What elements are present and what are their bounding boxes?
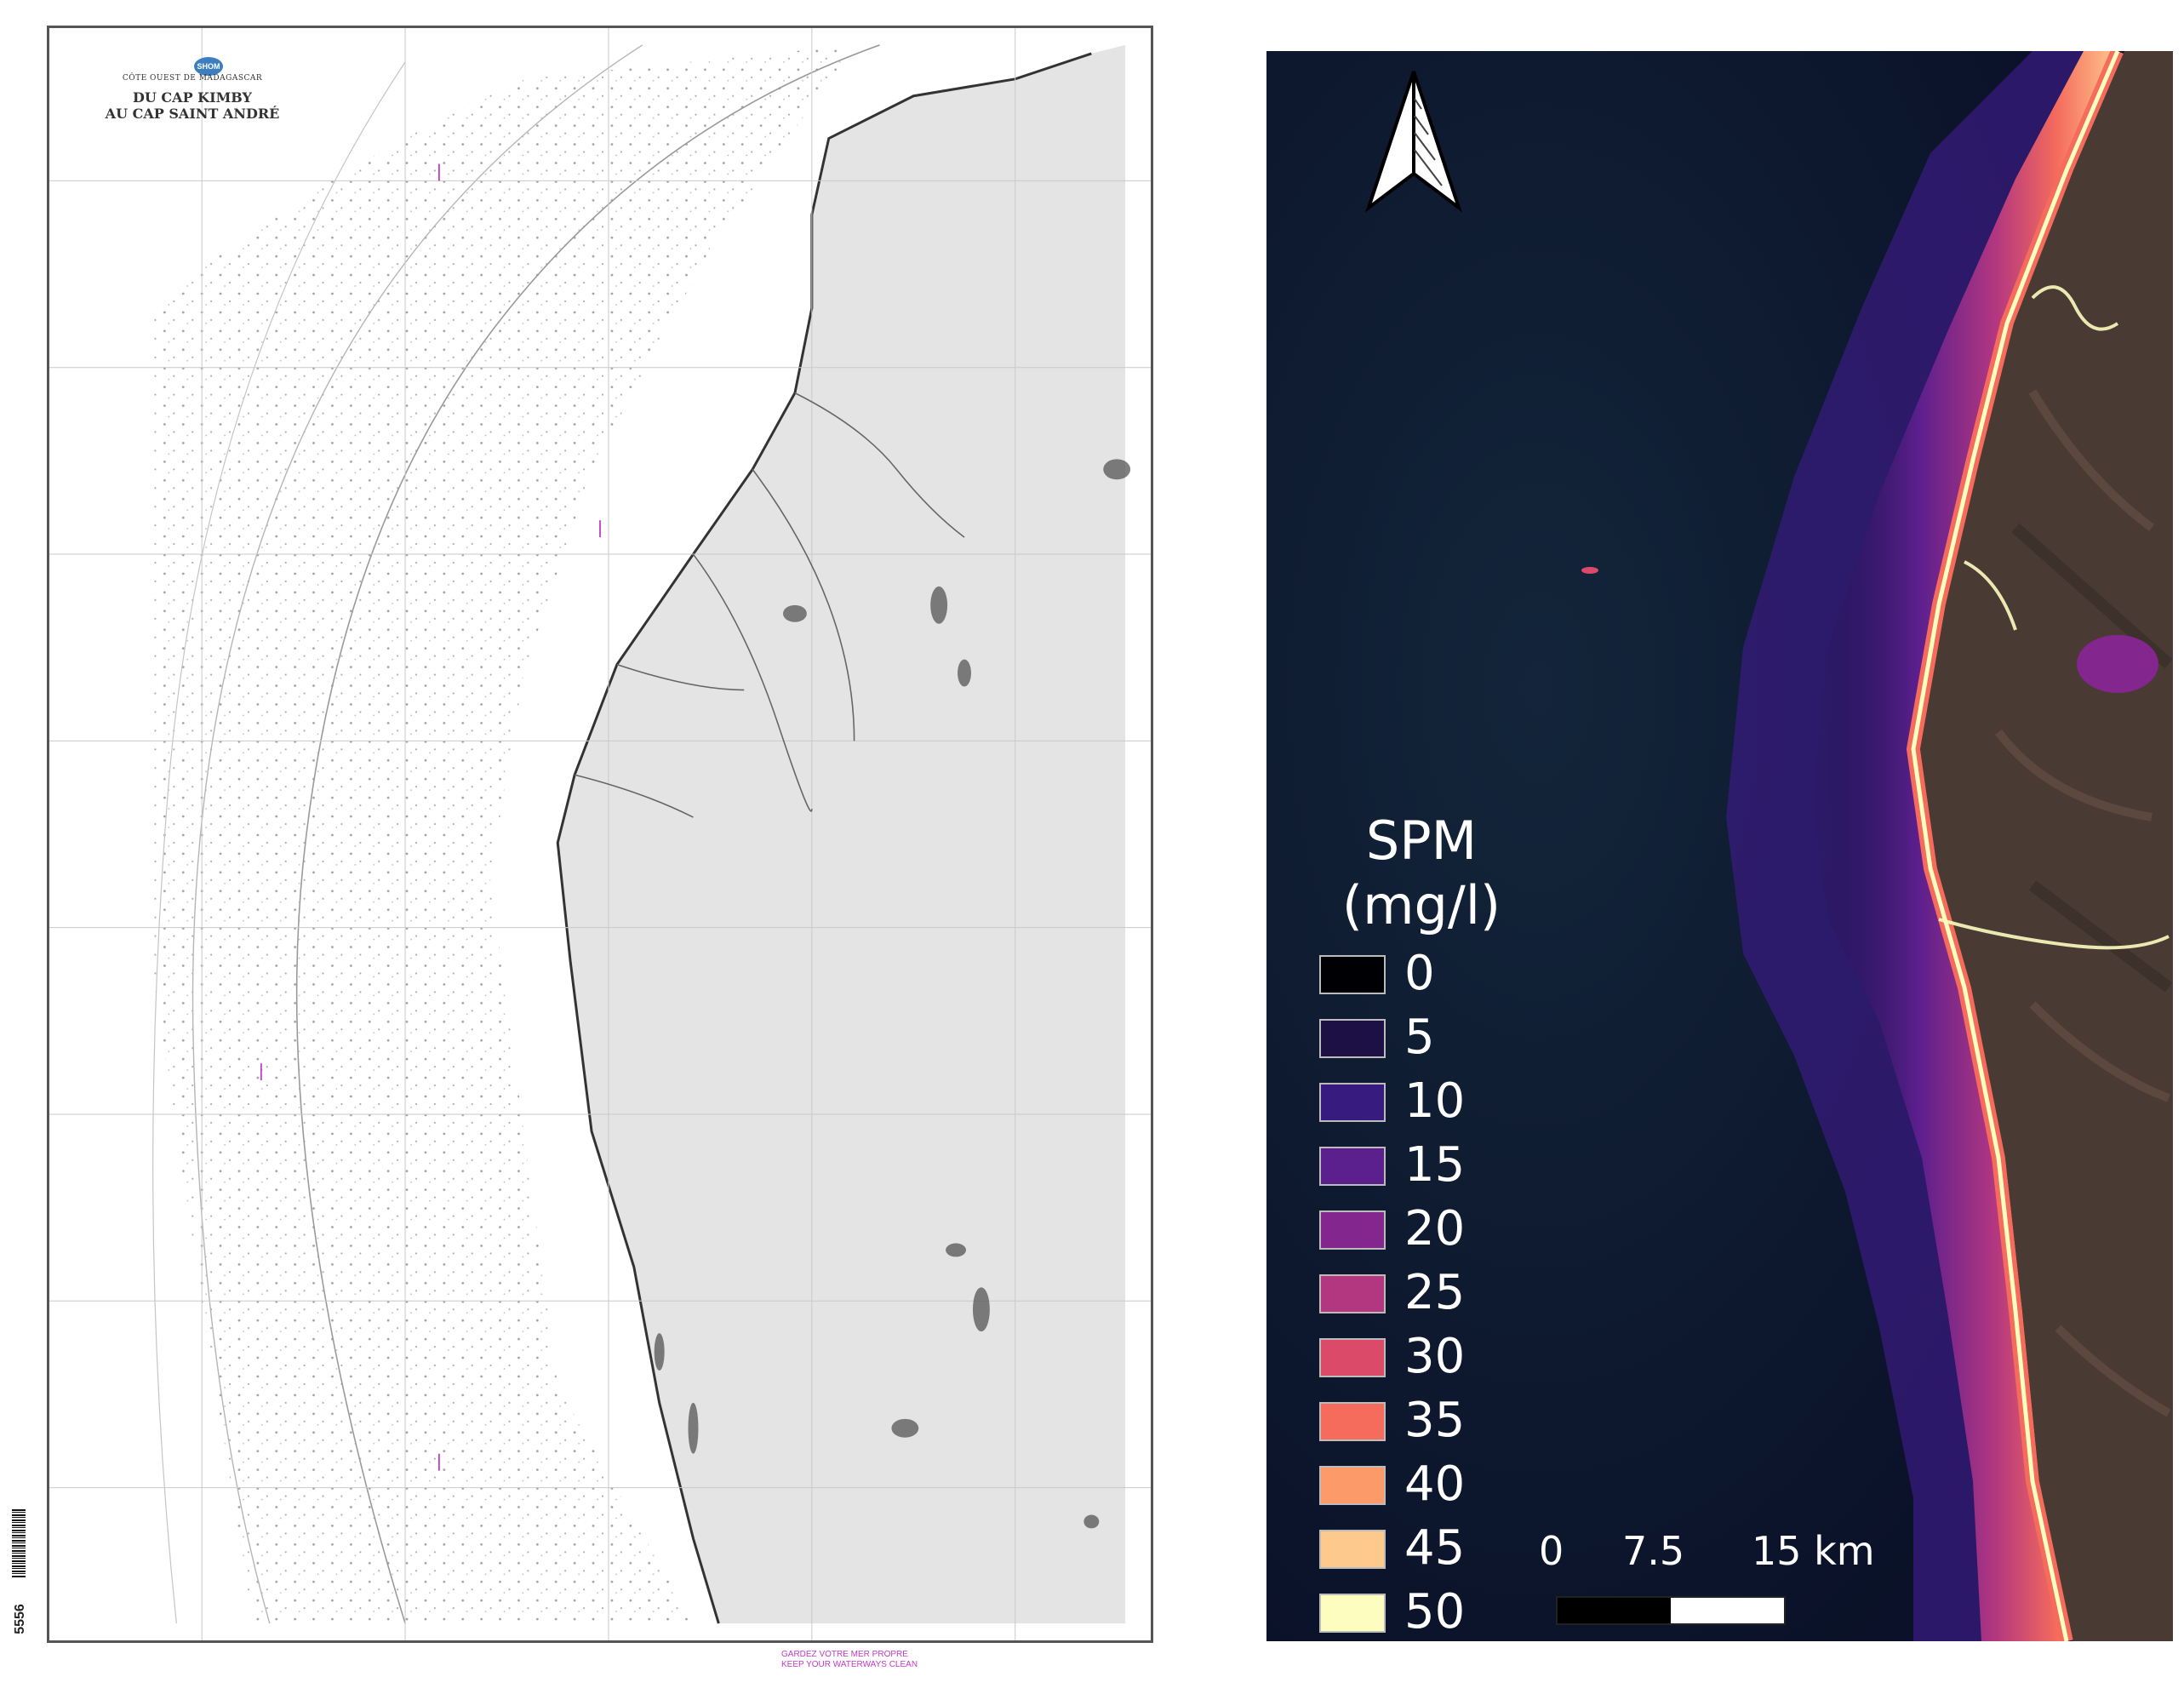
chart-kicker: CÔTE OUEST DE MADAGASCAR	[122, 74, 263, 83]
spm-plume-inner	[1811, 51, 2118, 1641]
legend-swatch	[1319, 1402, 1386, 1441]
legend-swatch	[1319, 1338, 1386, 1377]
coastline	[556, 52, 1092, 1624]
chart-title-line2: AU CAP SAINT ANDRÉ	[105, 106, 280, 122]
scale-label-end: 15 km	[1752, 1528, 1875, 1574]
nautical-chart: SHOM CÔTE OUEST DE MADAGASCAR DU CAP KIM…	[12, 26, 1153, 1669]
chart-cartouche: CÔTE OUEST DE MADAGASCAR DU CAP KIMBY AU…	[82, 45, 303, 122]
legend-label: 5	[1404, 1010, 1435, 1065]
sounding-zone	[151, 44, 855, 1624]
legend-label: 40	[1404, 1456, 1466, 1512]
legend-swatch	[1319, 1019, 1386, 1058]
legend-label: 45	[1404, 1520, 1466, 1576]
scale-label-mid: 7.5	[1622, 1528, 1685, 1574]
legend-label: 20	[1404, 1201, 1466, 1256]
legend-swatch	[1319, 1594, 1386, 1633]
shom-logo: SHOM	[194, 57, 223, 76]
legend-swatch	[1319, 1083, 1386, 1122]
legend-swatch	[1319, 1274, 1386, 1313]
spm-plume-core	[1911, 51, 2120, 1641]
legend-label: 15	[1404, 1137, 1466, 1193]
legend-swatch	[1319, 1147, 1386, 1186]
chart-barcode	[12, 1509, 26, 1577]
legend-label: 25	[1404, 1265, 1466, 1320]
spm-drawing	[1266, 51, 2173, 1641]
chart-footer-line2: KEEP YOUR WATERWAYS CLEAN	[781, 1660, 918, 1669]
chart-drawing	[49, 28, 1151, 1640]
chart-title: DU CAP KIMBY AU CAP SAINT ANDRÉ	[82, 89, 303, 122]
legend-label: 0	[1404, 946, 1435, 1001]
legend-label: 50	[1404, 1584, 1466, 1640]
spm-satellite-map: SPM (mg/l) 0 5 10 15 20 25 30 35 40 45 50 0 7.5 15…	[1266, 51, 2173, 1641]
scale-bar-segment	[1558, 1598, 1671, 1623]
scale-bar	[1556, 1596, 1786, 1625]
inland-lake	[2077, 635, 2158, 693]
legend-swatch	[1319, 955, 1386, 994]
chart-number: 5556	[12, 1604, 27, 1634]
north-arrow-icon	[1365, 71, 1462, 213]
legend-label: 10	[1404, 1073, 1466, 1129]
legend-label: 30	[1404, 1329, 1466, 1384]
legend-label: 35	[1404, 1393, 1466, 1448]
chart-footer: GARDEZ VOTRE MER PROPRE KEEP YOUR WATERW…	[781, 1650, 918, 1670]
chart-footer-line1: GARDEZ VOTRE MER PROPRE	[781, 1650, 908, 1659]
land-area	[1920, 51, 2173, 1641]
chart-title-line1: DU CAP KIMBY	[133, 89, 252, 106]
legend-title-line2: (mg/l)	[1341, 874, 1501, 936]
legend-title-line1: SPM	[1365, 810, 1478, 872]
legend-swatch	[1319, 1530, 1386, 1569]
legend-title: SPM (mg/l)	[1319, 809, 1524, 938]
legend-swatch	[1319, 1466, 1386, 1505]
legend-swatch	[1319, 1210, 1386, 1250]
land-area	[557, 44, 1126, 1624]
scale-label-0: 0	[1539, 1528, 1564, 1574]
offshore-reef	[1581, 567, 1598, 574]
